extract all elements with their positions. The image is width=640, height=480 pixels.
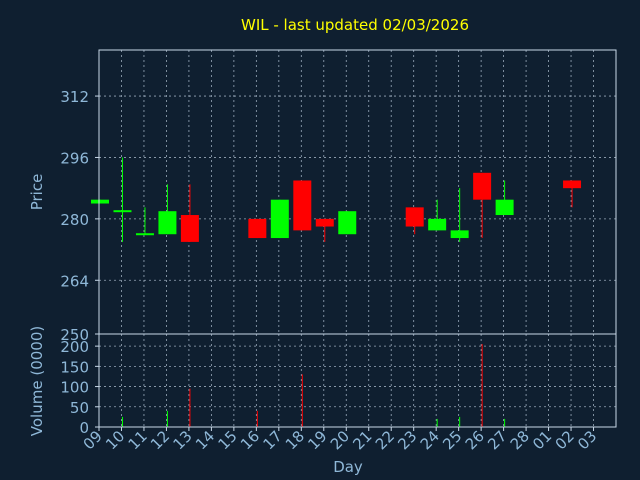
candle-body: [338, 211, 357, 235]
candle-body: [248, 218, 267, 239]
candle-body: [158, 211, 177, 235]
chart-title: WIL - last updated 02/03/2026: [241, 16, 469, 34]
volume-tick-label: 150: [60, 358, 89, 376]
volume-tick-label: 200: [60, 338, 89, 356]
axis-ticks: 2502642802963120501001502000910111213141…: [60, 88, 600, 453]
volume-frame: [98, 333, 617, 428]
candle-body: [315, 218, 334, 227]
candlesticks: [91, 157, 582, 242]
candle-body: [135, 233, 154, 236]
price-frame: [98, 49, 617, 335]
candle-body: [113, 210, 132, 213]
volume-tick-label: 100: [60, 379, 89, 397]
candle-body: [450, 230, 469, 239]
price-tick-label: 264: [60, 272, 89, 290]
day-tick-label: 03: [574, 427, 600, 453]
candle-body: [563, 180, 582, 189]
x-axis-label: Day: [333, 458, 363, 476]
price-tick-label: 250: [60, 326, 89, 344]
candle-body: [405, 207, 424, 227]
candle-body: [91, 199, 109, 204]
candle-body: [495, 199, 514, 216]
volume-axis-label: Volume (0000): [28, 326, 46, 436]
candle-body: [180, 215, 199, 242]
price-tick-label: 296: [60, 149, 89, 167]
price-grid: [99, 50, 616, 334]
volume-bars: [121, 344, 506, 427]
volume-grid: [99, 334, 616, 427]
candle-body: [473, 172, 492, 200]
volume-tick-label: 50: [70, 399, 89, 417]
price-tick-label: 280: [60, 211, 89, 229]
price-axis-label: Price: [28, 174, 46, 211]
candle-body: [428, 218, 447, 231]
candle-body: [270, 199, 289, 239]
volume-tick-label: 0: [79, 419, 89, 437]
price-tick-label: 312: [60, 88, 89, 106]
candle-body: [293, 180, 312, 231]
plot-frames: [98, 49, 617, 428]
